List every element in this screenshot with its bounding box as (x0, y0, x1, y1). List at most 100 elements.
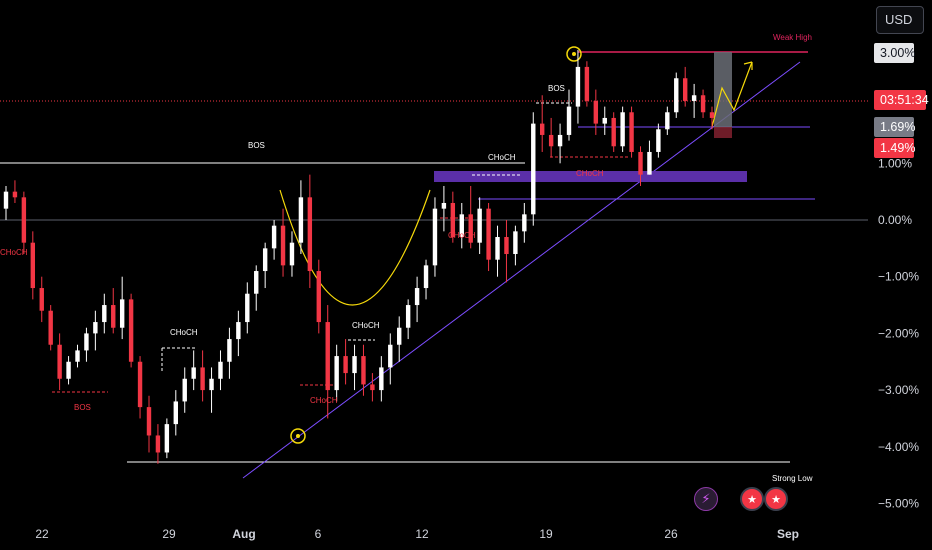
swing-high-marker-dot (572, 52, 576, 56)
choch-label-5: CHoCH (576, 169, 604, 178)
candle (173, 401, 178, 425)
candle (325, 322, 330, 391)
candle (57, 344, 62, 379)
candle (271, 225, 277, 249)
candle (30, 242, 36, 289)
candle (548, 134, 554, 147)
x-tick-label: 26 (664, 527, 678, 541)
candle (647, 151, 652, 175)
x-tick-label: 19 (539, 527, 553, 541)
candle (709, 112, 715, 118)
candle (119, 299, 125, 328)
candle (575, 66, 581, 107)
candle (557, 134, 563, 147)
projection-arrow-path (711, 61, 753, 128)
x-tick-label: Aug (232, 527, 255, 541)
candles-group (3, 49, 715, 464)
candle (522, 214, 527, 232)
y-tick-label: 1.00% (878, 156, 912, 170)
candle (450, 202, 456, 238)
candle (218, 361, 223, 379)
candle (191, 367, 196, 379)
candle (3, 191, 9, 209)
swing-low-marker-dot (296, 434, 300, 438)
candle (397, 327, 402, 345)
candle (486, 208, 491, 260)
bos-top-label: BOS (548, 84, 565, 93)
candle (370, 384, 375, 391)
choch-label-1: CHoCH (170, 328, 198, 337)
candle (379, 367, 384, 391)
weak-high-label: Weak High (773, 33, 812, 42)
candle (513, 231, 518, 255)
candle (584, 66, 590, 101)
candle (182, 378, 187, 402)
strong-low-label: Strong Low (772, 474, 813, 483)
candle (21, 197, 27, 243)
candle (307, 197, 313, 272)
candle (665, 112, 670, 130)
candle (289, 242, 295, 266)
currency-selector[interactable]: USD (876, 6, 924, 34)
candle (39, 288, 44, 311)
candle (620, 112, 625, 147)
candle (93, 322, 98, 334)
candle (566, 106, 572, 135)
candle (674, 78, 679, 113)
candle (334, 356, 339, 391)
candle (691, 95, 697, 101)
choch-label-4: CHoCH (488, 153, 516, 162)
swing-low-marker (290, 428, 306, 444)
candle (164, 424, 170, 453)
flash-icon[interactable]: ⚡ (694, 487, 718, 511)
x-tick-label: Sep (777, 527, 799, 541)
x-axis[interactable]: 22 29 Aug 6 12 19 26 Sep (35, 527, 799, 541)
x-tick-label: 6 (315, 527, 322, 541)
choch-left-label: CHoCH (0, 248, 28, 257)
candle (459, 214, 464, 238)
trendline (242, 61, 801, 479)
y-tick-label: −1.00% (878, 270, 919, 284)
candle (48, 310, 53, 345)
us-flag-icon[interactable]: ★ (740, 487, 764, 511)
candle (84, 333, 89, 351)
candle (468, 214, 473, 243)
candle (441, 202, 447, 209)
choch-dash-1 (161, 347, 197, 372)
candle (602, 117, 607, 124)
candle (298, 197, 304, 243)
candle (137, 361, 143, 408)
candle (111, 305, 116, 328)
candle (388, 344, 393, 368)
candle (656, 129, 661, 152)
candle (495, 237, 500, 260)
choch-label-2: CHoCH (310, 396, 338, 405)
arrow-head-icon (743, 61, 753, 70)
candle (155, 435, 161, 453)
candle (12, 191, 18, 198)
candle (504, 237, 509, 255)
candle (200, 367, 205, 391)
bos-left-label: BOS (74, 403, 91, 412)
bos-major-label: BOS (248, 141, 265, 150)
candle (432, 208, 438, 266)
mid-price-tag: 1.69% (874, 117, 915, 137)
countdown-tag: 03:51:34 (874, 90, 929, 110)
y-tick-label: −2.00% (878, 326, 919, 340)
candle (209, 378, 214, 391)
choch-label-6: CHoCH (448, 231, 476, 240)
candle (102, 305, 107, 323)
candle (700, 95, 706, 113)
candle (531, 123, 536, 215)
candle (477, 208, 482, 243)
candle (361, 356, 366, 385)
us-flag-icon[interactable]: ★ (764, 487, 788, 511)
candle (316, 271, 321, 323)
y-axis[interactable]: 1.00% 0.00% −1.00% −2.00% −3.00% −4.00% −5.00% (878, 156, 919, 510)
candle (593, 100, 599, 124)
candle (343, 356, 348, 374)
weak-high-price-tag: 3.00% (874, 43, 915, 63)
x-tick-label: 22 (35, 527, 49, 541)
candle (280, 225, 286, 266)
